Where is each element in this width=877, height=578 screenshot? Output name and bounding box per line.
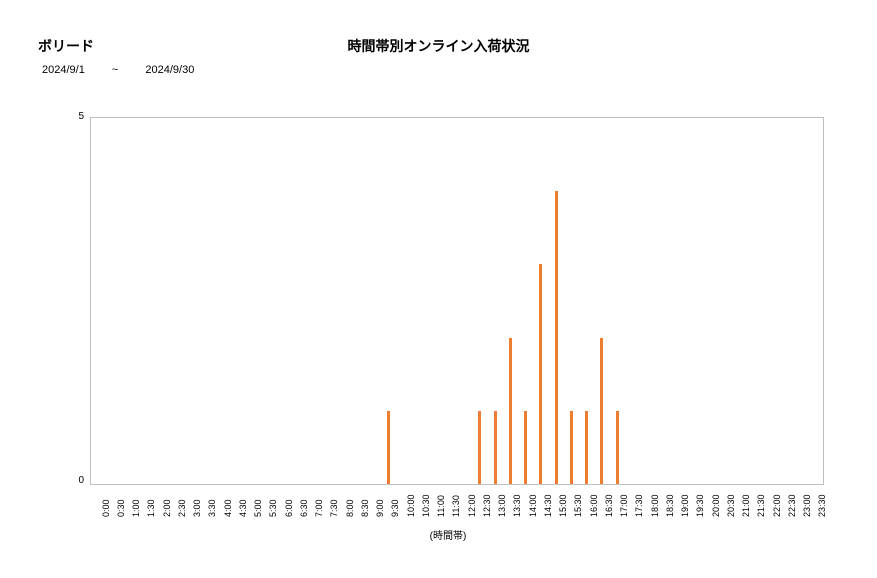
x-label: 6:30 <box>299 499 309 517</box>
x-label: 17:30 <box>634 494 644 517</box>
x-label: 13:00 <box>497 494 507 517</box>
bar <box>616 411 619 484</box>
ytick-zero: 0 <box>64 475 84 486</box>
x-label: 9:30 <box>390 499 400 517</box>
x-labels: 0:00 0:30 1:00 1:30 2:00 2:30 3:00 3:30 4:00 4:30… <box>90 487 822 527</box>
x-label: 12:30 <box>482 494 492 517</box>
x-label: 7:30 <box>329 499 339 517</box>
bar <box>570 411 573 484</box>
x-label: 5:00 <box>253 499 263 517</box>
x-label: 2:30 <box>177 499 187 517</box>
bar <box>387 411 390 484</box>
x-label: 14:00 <box>528 494 538 517</box>
x-label: 18:00 <box>650 494 660 517</box>
ytick-max: 5 <box>64 111 84 122</box>
x-label: 14:30 <box>543 494 553 517</box>
x-label: 4:00 <box>223 499 233 517</box>
x-label: 20:00 <box>711 494 721 517</box>
bar <box>600 338 603 484</box>
x-label: 17:00 <box>619 494 629 517</box>
x-label: 12:00 <box>467 494 477 517</box>
x-label: 10:30 <box>421 494 431 517</box>
bar <box>585 411 588 484</box>
plot-area <box>90 117 824 485</box>
x-label: 22:00 <box>772 494 782 517</box>
x-label: 1:00 <box>131 499 141 517</box>
x-label: 16:00 <box>589 494 599 517</box>
bar <box>494 411 497 484</box>
x-label: 3:00 <box>192 499 202 517</box>
x-label: 15:00 <box>558 494 568 517</box>
chart: 5 0 0:000:301:001:302:002:303:003:304:00… <box>58 115 838 535</box>
date-end: 2024/9/30 <box>145 64 194 76</box>
x-label: 7:00 <box>314 499 324 517</box>
x-label: 3:30 <box>207 499 217 517</box>
page-title: 時間帯別オンライン入荷状況 <box>0 36 877 56</box>
bars-container <box>91 118 823 484</box>
x-label: 19:30 <box>695 494 705 517</box>
x-label: 22:30 <box>787 494 797 517</box>
x-label: 4:30 <box>238 499 248 517</box>
x-label: 9:00 <box>375 499 385 517</box>
x-label: 0:00 <box>101 499 111 517</box>
x-label: 21:30 <box>756 494 766 517</box>
bar <box>509 338 512 484</box>
bar <box>539 264 542 484</box>
date-range: 2024/9/1 ~ 2024/9/30 <box>42 64 218 76</box>
x-label: 5:30 <box>268 499 278 517</box>
x-label: 20:30 <box>726 494 736 517</box>
x-label: 11:30 <box>451 495 461 517</box>
x-label: 11:00 <box>436 495 446 517</box>
x-label: 23:30 <box>817 494 827 517</box>
x-axis-title: (時間帯) <box>58 527 838 542</box>
x-label: 15:30 <box>573 494 583 517</box>
x-label: 8:00 <box>345 499 355 517</box>
page: ボリード 時間帯別オンライン入荷状況 2024/9/1 ~ 2024/9/30 … <box>0 0 877 578</box>
x-label: 16:30 <box>604 494 614 517</box>
x-label: 18:30 <box>665 494 675 517</box>
date-start: 2024/9/1 <box>42 64 85 76</box>
x-label: 19:00 <box>680 494 690 517</box>
x-label: 0:30 <box>116 499 126 517</box>
bar <box>555 191 558 484</box>
date-separator: ~ <box>112 64 118 76</box>
x-label: 23:00 <box>802 494 812 517</box>
x-label: 2:00 <box>162 499 172 517</box>
x-label: 10:00 <box>406 494 416 517</box>
x-label: 13:30 <box>512 494 522 517</box>
x-label: 1:30 <box>146 499 156 517</box>
x-label: 6:00 <box>284 499 294 517</box>
bar <box>524 411 527 484</box>
x-label: 21:00 <box>741 494 751 517</box>
x-label: 8:30 <box>360 499 370 517</box>
bar <box>478 411 481 484</box>
